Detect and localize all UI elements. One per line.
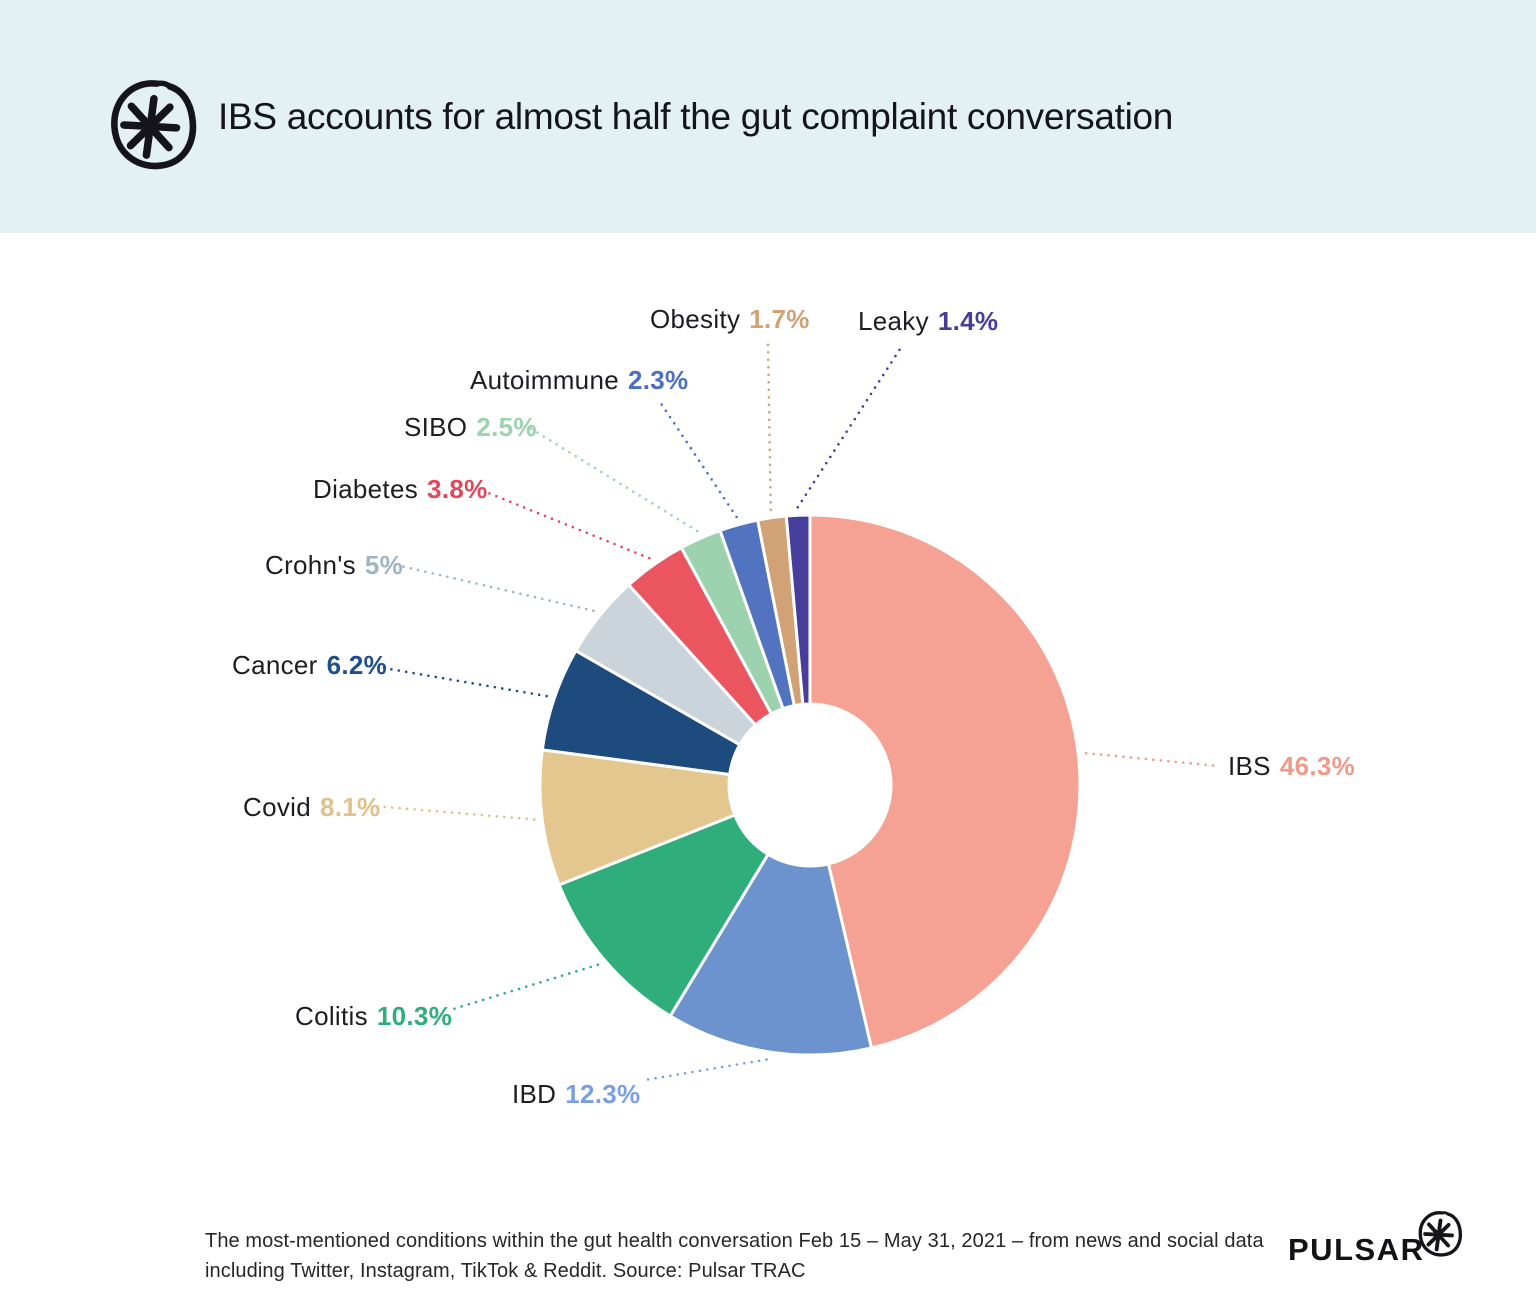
callout-obesity: Obesity 1.7% [650, 303, 810, 335]
leader-line-Cancer [382, 666, 548, 698]
slice-label: Obesity [650, 304, 741, 334]
callout-cancer: Cancer 6.2% [232, 649, 387, 681]
leader-line-IBS [1084, 751, 1220, 768]
callout-covid: Covid 8.1% [243, 791, 380, 823]
leader-line-SIBO [528, 426, 699, 533]
slice-label: IBD [512, 1079, 557, 1109]
leader-line-Covid [372, 804, 536, 821]
slice-percent: 10.3% [376, 1001, 453, 1031]
slice-percent: 46.3% [1279, 751, 1356, 781]
slice-percent: 6.2% [326, 650, 388, 680]
pie-slice-IBD [668, 852, 873, 1057]
leader-line-Colitis [448, 963, 600, 1012]
pulsar-brand: PULSAR [1288, 1210, 1478, 1286]
slice-label: Leaky [858, 306, 929, 336]
callout-leaky: Leaky 1.4% [858, 305, 998, 337]
slice-percent: 2.3% [627, 365, 689, 395]
leader-line-Leaky [796, 347, 902, 509]
slice-label: Crohn's [265, 550, 356, 580]
leader-line-Crohn's [399, 564, 595, 612]
slice-percent: 12.3% [565, 1079, 641, 1109]
pie-slice-IBS [808, 513, 1082, 1050]
header-band: IBS accounts for almost half the gut com… [0, 0, 1536, 233]
slice-label: Covid [243, 792, 311, 822]
slice-percent: 1.7% [749, 304, 810, 334]
caption-line-1: The most-mentioned conditions within the… [205, 1230, 1264, 1252]
source-caption: The most-mentioned conditions within the… [205, 1226, 1264, 1286]
pie-slice-Covid [538, 748, 737, 887]
callout-autoimmune: Autoimmune 2.3% [470, 364, 688, 396]
slice-percent: 1.4% [937, 306, 999, 336]
pulsar-asterisk-logo-icon [1418, 1210, 1463, 1257]
slice-label: Autoimmune [470, 365, 619, 395]
slice-label: SIBO [404, 412, 468, 442]
slice-percent: 5% [364, 550, 404, 580]
pulsar-wordmark: PULSAR [1288, 1232, 1425, 1267]
callout-crohns: Crohn's 5% [265, 549, 403, 581]
slice-label: Diabetes [313, 474, 419, 504]
pie-slice-Leaky [784, 513, 812, 706]
slice-label: Colitis [295, 1001, 368, 1031]
slice-label: Cancer [232, 650, 318, 680]
callout-ibs: IBS 46.3% [1228, 750, 1355, 782]
page-title: IBS accounts for almost half the gut com… [218, 95, 1174, 137]
slice-label: IBS [1228, 751, 1271, 781]
callout-colitis: Colitis 10.3% [295, 1000, 452, 1032]
leader-line-Obesity [766, 341, 773, 512]
slice-percent: 8.1% [319, 792, 381, 822]
leader-line-Diabetes [484, 490, 651, 560]
leader-line-Autoimmune [656, 397, 738, 519]
callout-diabetes: Diabetes 3.8% [313, 473, 488, 505]
leader-line-IBD [643, 1058, 768, 1082]
caption-line-2: including Twitter, Instagram, TikTok & R… [205, 1260, 806, 1282]
callout-ibd: IBD 12.3% [512, 1078, 640, 1110]
slice-percent: 2.5% [476, 412, 537, 442]
slice-percent: 3.8% [427, 474, 488, 504]
callout-sibo: SIBO 2.5% [404, 411, 537, 443]
